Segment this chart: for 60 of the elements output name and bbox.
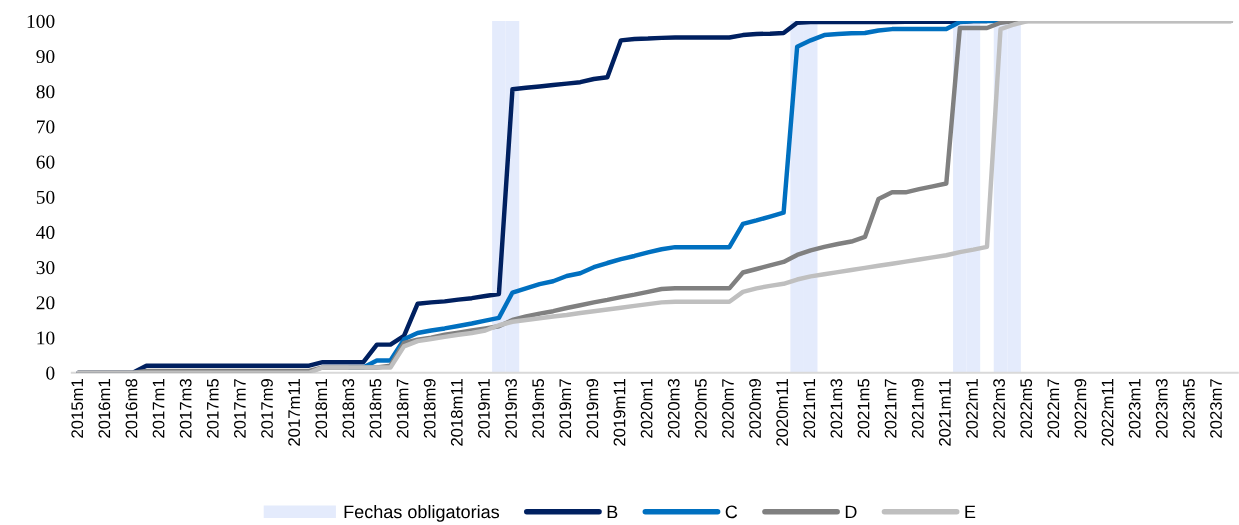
x-tick-label: 2020m3 <box>667 379 680 438</box>
x-tick-label: 2019m1 <box>478 379 490 438</box>
x-tick-label: 2022m7 <box>1047 379 1060 438</box>
x-tick-label: 2022m3 <box>993 379 1005 438</box>
x-tick-label: 2022m1 <box>966 379 978 438</box>
line-series <box>76 21 1234 373</box>
x-tick-label: 2018m9 <box>423 379 436 438</box>
x-tick-label: 2018m1 <box>315 379 328 438</box>
x-tick-label: 2017m1 <box>152 379 165 438</box>
x-tick-label: 2016m1 <box>98 379 111 438</box>
x-tick-label: 2018m7 <box>396 379 409 438</box>
y-tick-label: 70 <box>37 120 55 134</box>
x-tick-label: 2021m1 <box>803 379 816 438</box>
x-tick-label: 2023m1 <box>1128 379 1141 438</box>
y-tick-label: 10 <box>37 331 55 345</box>
legend-label: C <box>725 505 738 519</box>
x-tick-label: 2021m5 <box>857 379 870 438</box>
x-tick-label: 2022m11 <box>1101 379 1114 446</box>
x-tick-label: 2019m3 <box>505 379 517 438</box>
x-tick-label: 2021m7 <box>884 379 897 438</box>
y-tick-label: 50 <box>36 190 55 204</box>
x-tick-label: 2017m3 <box>179 379 192 438</box>
x-tick-label: 2019m5 <box>532 379 545 438</box>
y-tick-label: 90 <box>36 49 55 64</box>
x-tick-label: 2019m7 <box>559 379 572 438</box>
x-tick-label: 2020m11 <box>776 379 789 446</box>
x-tick-label: 2020m1 <box>640 379 653 438</box>
x-tick-label: 2016m8 <box>125 379 138 438</box>
x-tick-label: 2020m9 <box>749 379 761 438</box>
legend-label: D <box>845 505 857 519</box>
x-tick-label: 2017m11 <box>288 379 301 446</box>
x-tick-label: 2015m1 <box>71 379 84 438</box>
legend-label: E <box>965 505 976 519</box>
x-tick-label: 2022m9 <box>1074 379 1087 438</box>
x-tick-label: 2020m5 <box>694 379 707 438</box>
x-tick-label: 2018m11 <box>450 379 463 446</box>
x-tick-label: 2019m9 <box>586 379 599 438</box>
x-tick-label: 2018m3 <box>342 379 355 438</box>
x-tick-label: 2018m5 <box>369 379 382 438</box>
x-tick-label: 2021m11 <box>938 379 951 446</box>
x-tick-label: 2020m7 <box>722 379 734 438</box>
x-tick-label: 2017m9 <box>261 379 273 438</box>
y-tick-label: 80 <box>36 85 55 99</box>
x-tick-label: 2017m5 <box>206 379 219 438</box>
x-tick-label: 2019m11 <box>613 379 626 446</box>
legend-label: B <box>607 505 618 519</box>
x-tick-label: 2022m5 <box>1020 379 1033 438</box>
y-tick-label: 20 <box>36 296 55 310</box>
x-tick-label: 2023m7 <box>1210 379 1222 438</box>
x-tick-label: 2017m7 <box>234 379 246 438</box>
legend-label: Fechas obligatorias <box>344 504 500 522</box>
y-tick-label: 100 <box>27 14 55 28</box>
x-tick-label: 2021m3 <box>830 379 843 438</box>
y-tick-label: 40 <box>36 225 55 239</box>
x-tick-label: 2023m5 <box>1182 379 1195 438</box>
y-tick-label: 60 <box>36 155 55 169</box>
y-tick-label: 0 <box>46 366 55 380</box>
x-tick-label: 2021m9 <box>911 379 924 438</box>
x-tick-label: 2023m3 <box>1155 379 1168 438</box>
y-tick-label: 30 <box>36 261 55 275</box>
